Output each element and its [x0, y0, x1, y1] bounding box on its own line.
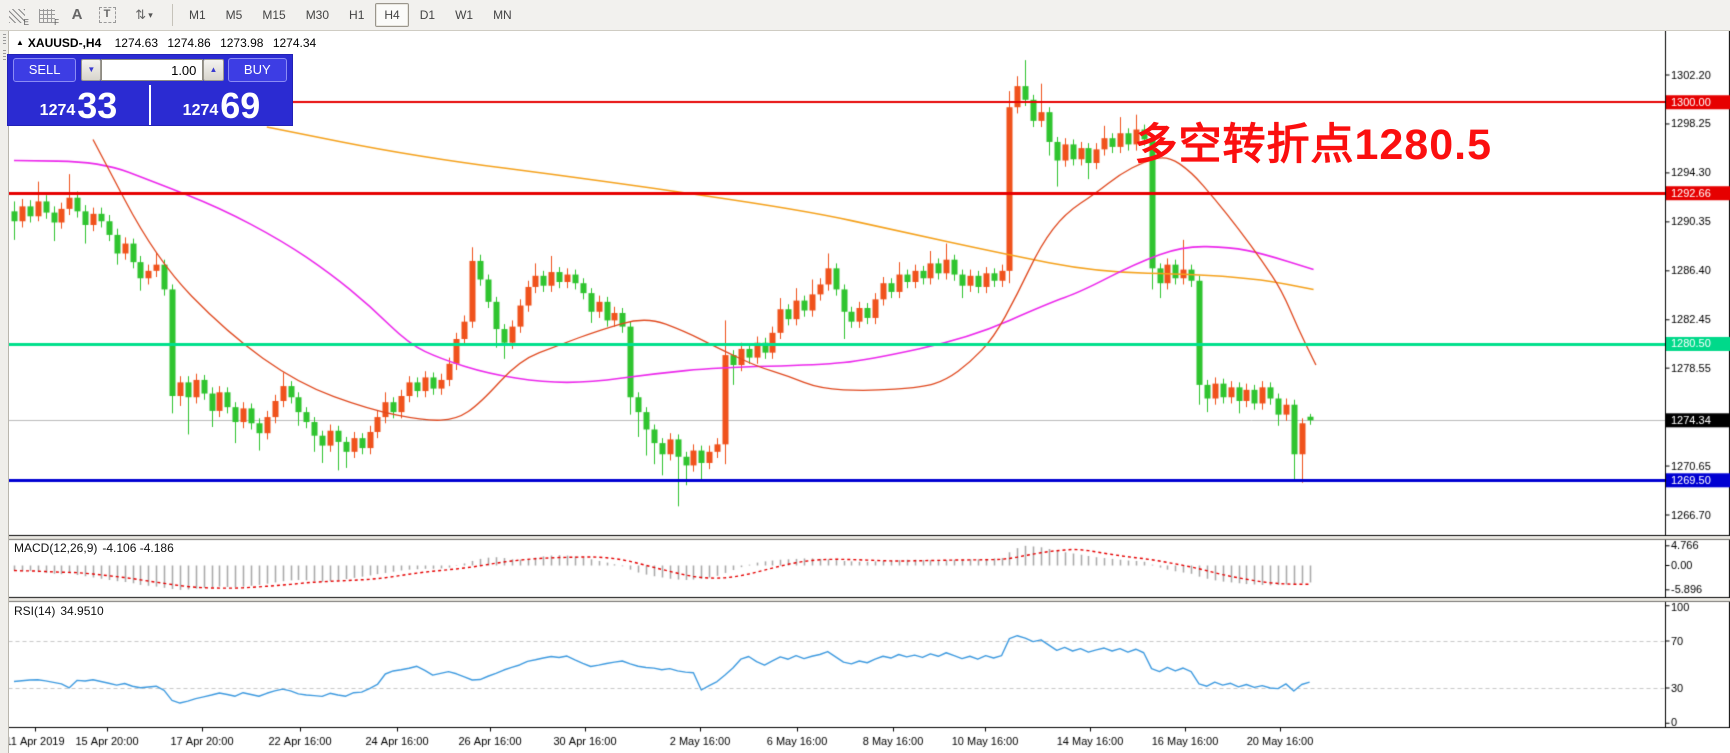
rsi-value: 34.9510 — [60, 604, 104, 618]
text-icon[interactable]: A — [71, 6, 83, 23]
toolbar-separator — [172, 4, 173, 26]
timeframe-button-d1[interactable]: D1 — [419, 8, 436, 22]
sell-price-display[interactable]: 1274 33 — [39, 85, 118, 126]
main-toolbar: E F A T ⇅ ▾ M1 M5 M15 M30 H1 H4 D1 W1 MN — [0, 0, 1730, 31]
collapse-panel-icon[interactable]: ▲ — [16, 38, 24, 47]
macd-indicator-label: MACD(12,26,9) -4.106 -4.186 — [14, 541, 179, 555]
timeframe-button-mn[interactable]: MN — [493, 8, 512, 22]
toolbar-drag-handle[interactable] — [2, 50, 6, 60]
timeframe-button-group: M1 M5 M15 M30 H1 H4 D1 W1 MN — [179, 3, 522, 27]
chart-symbol-ohlc-header: ▲ XAUUSD-,H4 1274.63 1274.86 1273.98 1274… — [16, 36, 322, 50]
symbol-period-label: XAUUSD-,H4 — [27, 36, 102, 50]
rsi-name: RSI(14) — [14, 604, 56, 618]
price-divider — [149, 85, 151, 125]
ohlc-close: 1274.34 — [272, 36, 317, 50]
timeframe-button-m30[interactable]: M30 — [305, 8, 330, 22]
ohlc-open: 1274.63 — [114, 36, 158, 50]
ohlc-low: 1273.98 — [220, 36, 264, 50]
volume-increase-button[interactable]: ▲ — [203, 59, 224, 81]
macd-name: MACD(12,26,9) — [14, 541, 98, 555]
timeframe-button-m1[interactable]: M1 — [189, 8, 206, 22]
arrow-tools-icon[interactable]: ⇅ ▾ — [135, 7, 153, 22]
fibonacci-icon[interactable]: F — [34, 3, 60, 27]
chart-text-annotation[interactable]: 多空转折点1280.5 — [1134, 121, 1492, 169]
volume-decrease-button[interactable]: ▼ — [81, 59, 102, 81]
timeframe-button-w1[interactable]: W1 — [455, 8, 474, 22]
collapsed-panel-strip[interactable] — [0, 30, 9, 753]
ohlc-high: 1274.86 — [167, 36, 211, 50]
timeframe-button-h1[interactable]: H1 — [349, 8, 365, 22]
buy-price-display[interactable]: 1274 69 — [182, 85, 261, 126]
timeframe-button-h4[interactable]: H4 — [375, 3, 409, 27]
rsi-indicator-label: RSI(14) 34.9510 — [14, 604, 109, 618]
toolbar-drag-handle[interactable] — [2, 34, 6, 44]
sell-button[interactable]: SELL — [13, 58, 77, 82]
timeframe-button-m5[interactable]: M5 — [225, 8, 243, 22]
timeframe-button-m15[interactable]: M15 — [262, 8, 286, 22]
buy-button[interactable]: BUY — [227, 58, 287, 82]
text-label-icon[interactable]: T — [94, 3, 120, 27]
equidistant-channel-icon[interactable]: E — [4, 3, 30, 27]
macd-values: -4.106 -4.186 — [102, 541, 174, 555]
volume-input[interactable] — [101, 59, 204, 81]
